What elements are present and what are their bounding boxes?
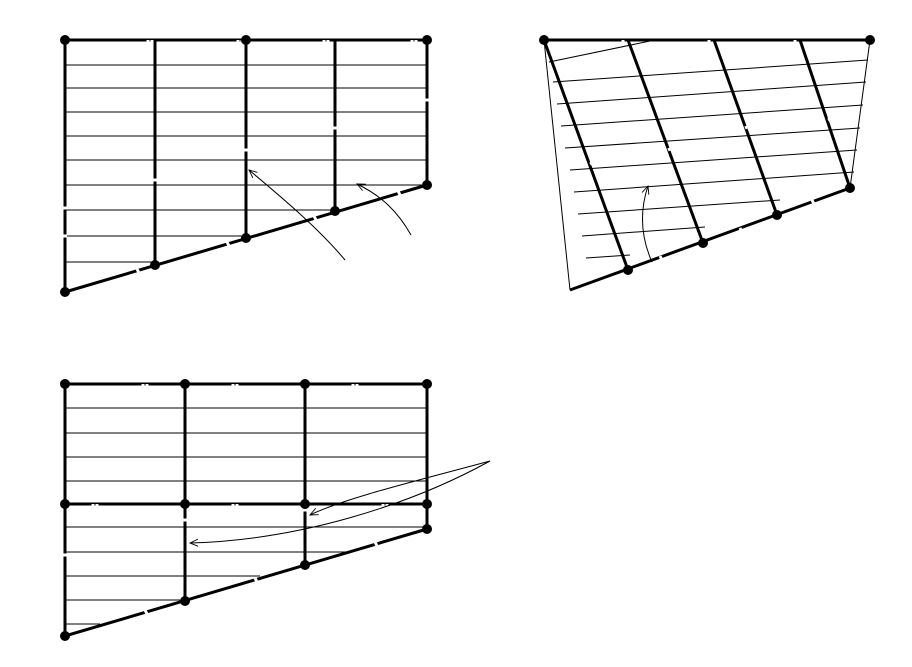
panel-2-angle-arrow — [642, 186, 653, 263]
panel-1-leader-arrows — [249, 170, 412, 261]
panel-2-grid — [539, 35, 875, 292]
panel-1-frame — [63, 38, 429, 294]
panel-3-frame — [63, 382, 429, 638]
panel-3-grid — [60, 379, 491, 641]
panel-2-nodes — [539, 35, 875, 275]
panel-1-nodes — [60, 35, 432, 297]
panel-3-break-marks — [63, 384, 389, 615]
panel-3-thin-lines — [65, 407, 427, 625]
panel-2-frame — [542, 38, 870, 292]
panel-3-leader-arrows — [190, 460, 491, 543]
panel-2-break-marks — [589, 40, 833, 261]
panel-1-break-marks — [63, 40, 429, 274]
panel-1-grid — [60, 35, 432, 297]
panel-2-thin-lines — [543, 39, 871, 291]
panel-3-nodes — [60, 379, 432, 641]
